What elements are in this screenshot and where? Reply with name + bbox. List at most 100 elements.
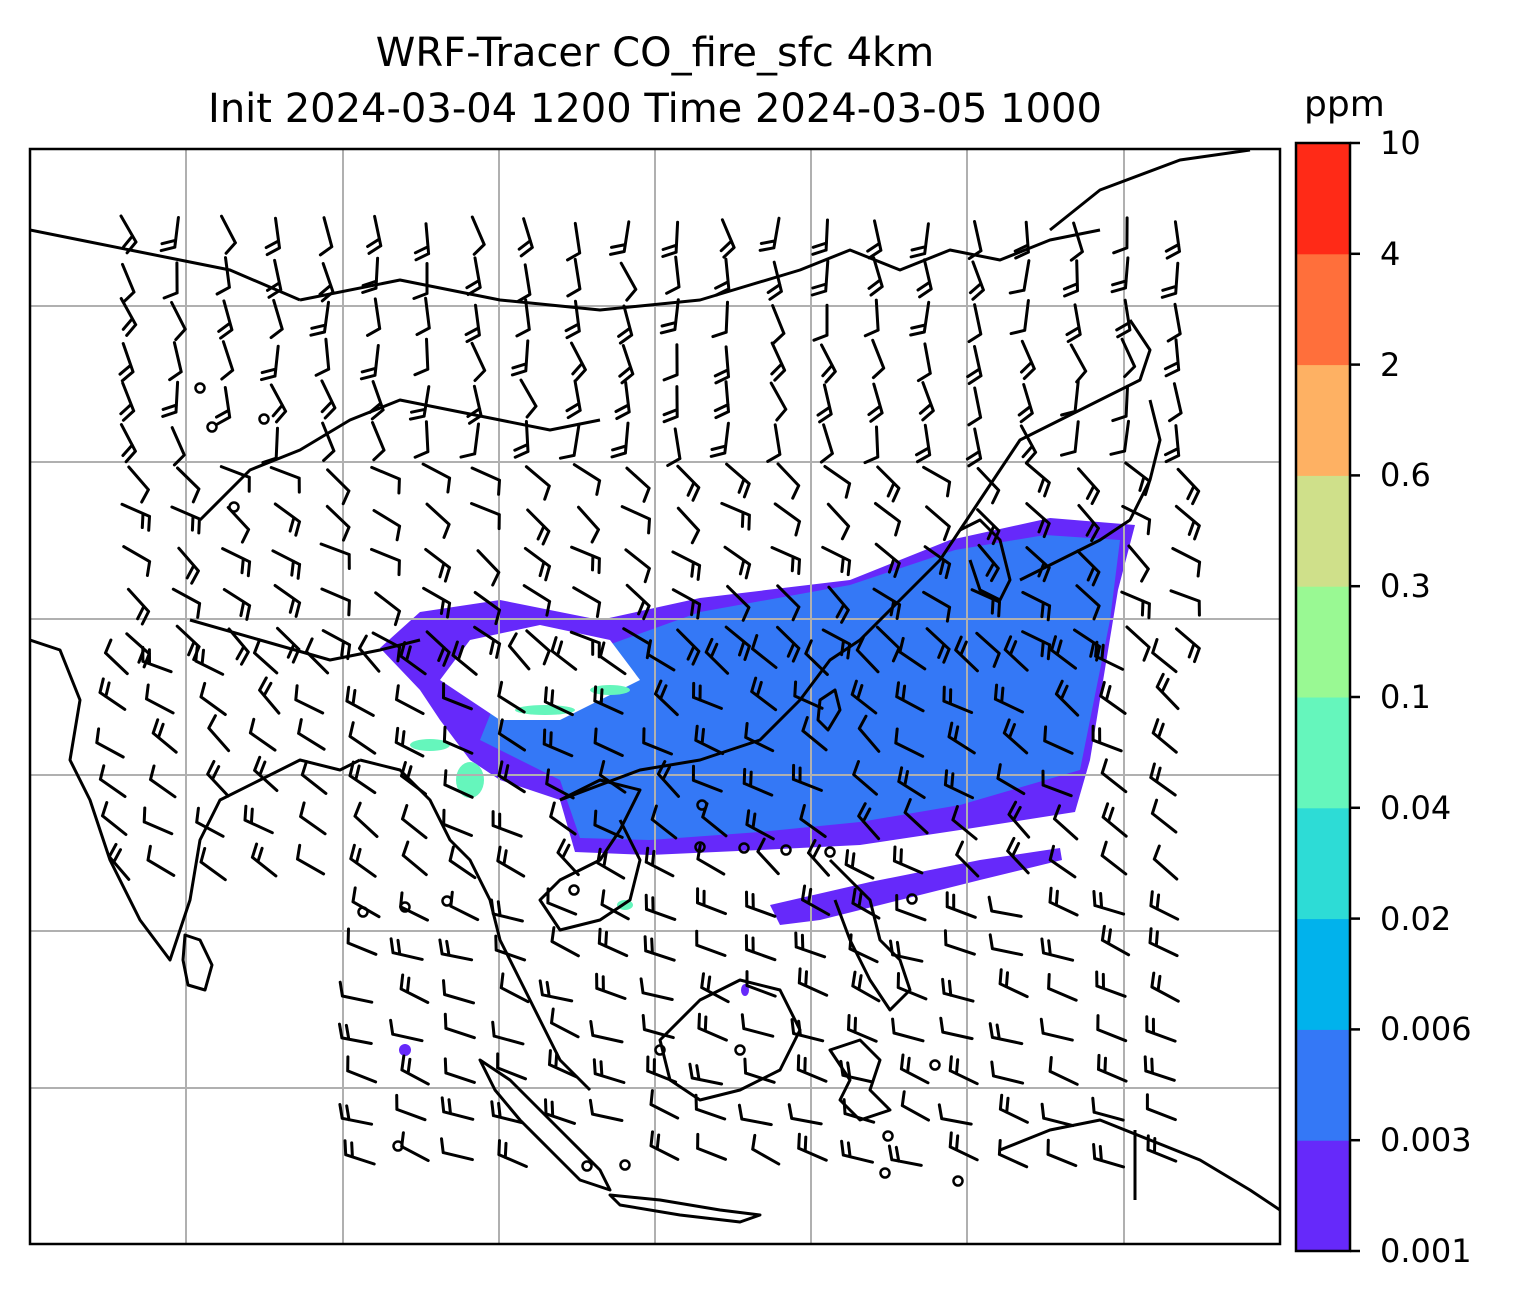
chart-title-line-2: Init 2024-03-04 1200 Time 2024-03-05 100… xyxy=(208,86,1102,132)
plume-core xyxy=(480,535,1120,840)
colorbar-tick-label: 0.3 xyxy=(1380,567,1431,606)
wind-barb xyxy=(300,760,328,795)
wind-barb xyxy=(1150,798,1178,834)
wind-barb xyxy=(745,890,777,918)
wind-barb xyxy=(977,543,1000,583)
wind-barb xyxy=(625,583,651,621)
calm-wind-marker xyxy=(882,1130,894,1142)
wind-barb xyxy=(243,804,274,835)
wind-barb xyxy=(294,684,325,715)
wind-barb xyxy=(642,727,673,756)
wind-barb xyxy=(171,587,202,619)
wind-barb xyxy=(967,220,983,260)
wind-barb xyxy=(389,1018,424,1043)
wind-barb xyxy=(349,843,377,878)
wind-barb xyxy=(569,630,601,659)
wind-barb xyxy=(546,887,578,916)
wind-barb xyxy=(1040,937,1075,962)
wind-barb xyxy=(1175,627,1201,664)
wind-barb xyxy=(517,217,534,258)
wind-barb xyxy=(804,639,829,676)
wind-barb xyxy=(903,798,929,835)
wind-barb xyxy=(1110,256,1130,294)
wind-barb xyxy=(724,625,751,661)
wind-barb xyxy=(695,929,727,957)
wind-barb xyxy=(770,546,801,575)
wind-barb xyxy=(542,728,574,758)
wind-barb xyxy=(863,425,880,465)
wind-barb xyxy=(665,255,681,295)
wind-barb xyxy=(1053,804,1079,841)
wind-barb xyxy=(925,627,951,664)
wind-barb xyxy=(704,637,730,675)
wind-barb xyxy=(1041,769,1073,798)
wind-barb xyxy=(967,386,983,427)
wind-barb xyxy=(359,344,380,381)
wind-barb xyxy=(851,887,881,920)
wind-barb xyxy=(1096,1014,1128,1043)
wind-barb xyxy=(875,625,901,663)
wind-barb xyxy=(170,301,187,342)
wind-barb xyxy=(589,1020,624,1044)
wind-barb xyxy=(413,337,430,377)
wind-barb xyxy=(725,462,751,499)
wind-barb xyxy=(643,935,676,962)
wind-barb xyxy=(787,1103,823,1126)
wind-barb xyxy=(1003,635,1029,672)
wind-barb xyxy=(819,423,834,464)
calm-wind-marker xyxy=(879,1167,891,1179)
wind-barb xyxy=(107,842,131,881)
wind-barb xyxy=(440,1137,474,1162)
wind-barb xyxy=(565,379,582,420)
wind-barb xyxy=(476,549,501,587)
wind-barb xyxy=(593,727,624,757)
wind-barb xyxy=(371,631,402,663)
wind-barb xyxy=(261,426,279,465)
wind-barb xyxy=(318,216,334,257)
colorbar-unit-label: ppm xyxy=(1304,84,1385,125)
wind-barb xyxy=(766,260,783,301)
wind-barb xyxy=(1171,547,1202,578)
wind-barb xyxy=(526,508,551,546)
wind-barb xyxy=(346,1055,378,1084)
wind-barb xyxy=(801,716,828,752)
wind-barb xyxy=(273,584,302,618)
wind-barb xyxy=(1163,338,1181,378)
wind-barb xyxy=(372,509,402,542)
wind-barb xyxy=(617,304,634,345)
border-himalaya xyxy=(189,618,421,662)
wind-barb xyxy=(970,588,1001,618)
wind-barb xyxy=(549,801,577,836)
wind-barb xyxy=(990,1060,1025,1085)
plume-band-south xyxy=(770,848,1062,925)
wind-barb xyxy=(353,801,379,838)
wind-barb xyxy=(1069,343,1088,384)
wind-barb xyxy=(618,344,635,385)
calm-wind-marker xyxy=(392,1140,404,1152)
wind-barb xyxy=(1127,544,1150,583)
colorbar-tick-label: 0.04 xyxy=(1380,788,1452,827)
wind-barb xyxy=(713,345,730,385)
colorbar-segment xyxy=(1296,918,1350,1030)
wind-barb xyxy=(443,769,474,799)
wind-barb xyxy=(442,808,473,837)
wind-barb xyxy=(872,587,902,620)
wind-barb xyxy=(852,760,878,796)
wind-barb xyxy=(159,216,180,253)
wind-barb xyxy=(470,215,486,256)
wind-barb xyxy=(1091,724,1123,753)
colorbar-tick-label: 0.1 xyxy=(1380,678,1431,716)
wind-barb xyxy=(570,341,587,382)
wind-barb xyxy=(215,386,232,426)
wind-barb xyxy=(855,636,880,674)
wind-barb xyxy=(915,423,932,464)
wind-barb xyxy=(891,1017,925,1043)
wind-barb xyxy=(366,297,382,337)
calm-wind-marker xyxy=(929,1059,941,1071)
wind-barb xyxy=(598,760,627,794)
wind-barb xyxy=(321,421,336,462)
wind-barb xyxy=(916,258,933,299)
wind-barb xyxy=(826,502,851,541)
wind-barb xyxy=(909,300,931,337)
wind-barb xyxy=(321,629,352,661)
